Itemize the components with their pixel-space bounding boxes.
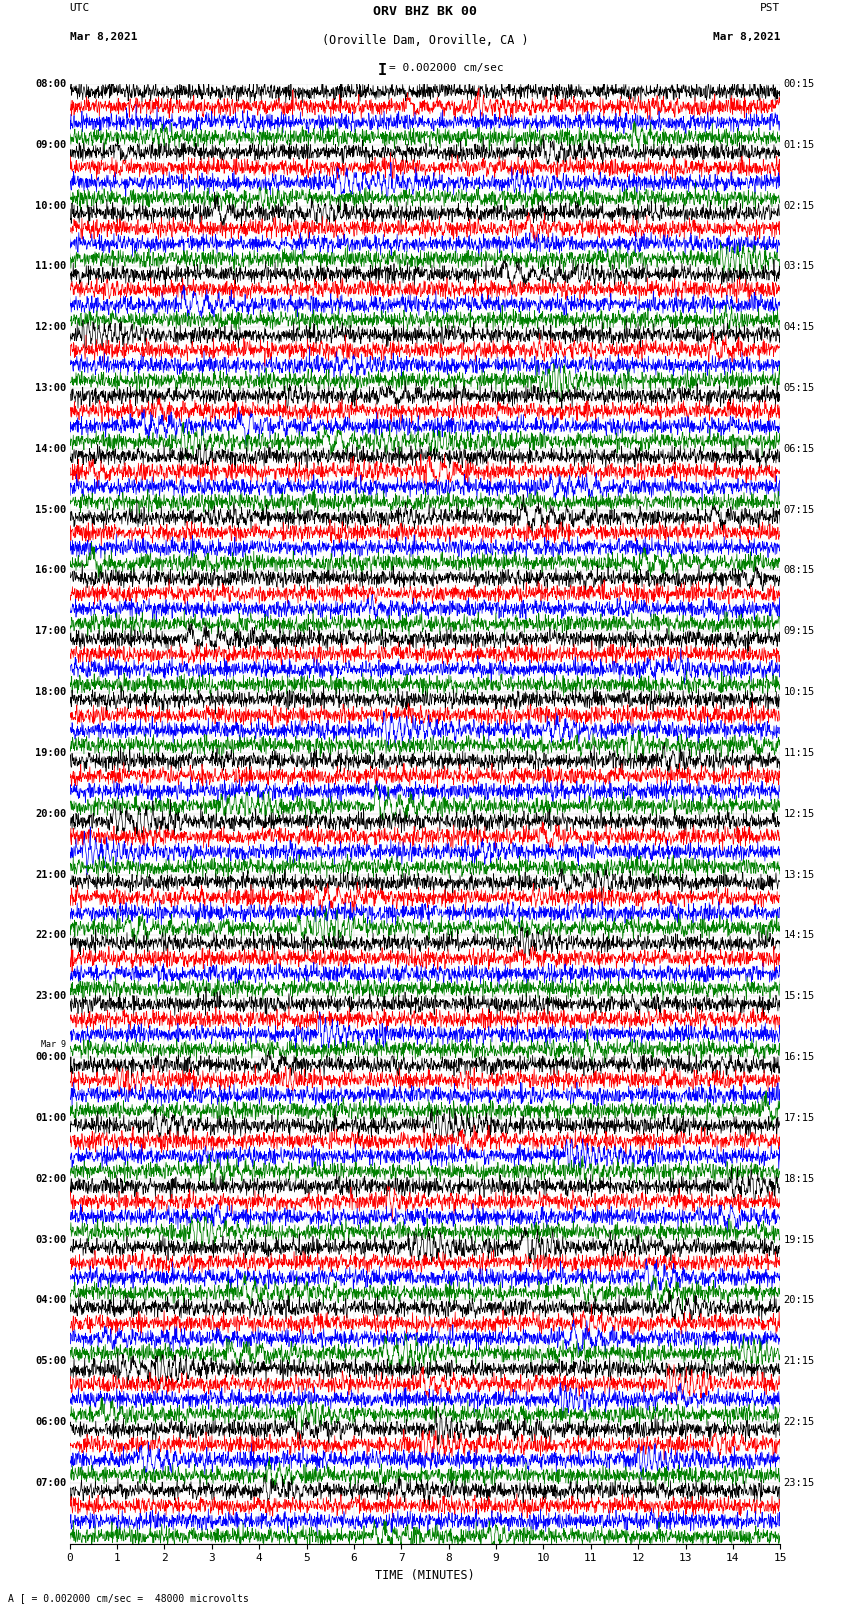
Text: 02:15: 02:15 (784, 200, 815, 211)
Text: 23:00: 23:00 (35, 992, 66, 1002)
Text: 19:00: 19:00 (35, 748, 66, 758)
Text: 09:00: 09:00 (35, 140, 66, 150)
Text: (Oroville Dam, Oroville, CA ): (Oroville Dam, Oroville, CA ) (321, 34, 529, 47)
Text: 00:15: 00:15 (784, 79, 815, 89)
Text: 03:00: 03:00 (35, 1234, 66, 1245)
Text: 05:00: 05:00 (35, 1357, 66, 1366)
Text: PST: PST (760, 3, 780, 13)
Text: 08:00: 08:00 (35, 79, 66, 89)
Text: 21:15: 21:15 (784, 1357, 815, 1366)
Text: 00:00: 00:00 (35, 1052, 66, 1061)
Text: 17:15: 17:15 (784, 1113, 815, 1123)
Text: 04:00: 04:00 (35, 1295, 66, 1305)
Text: 11:00: 11:00 (35, 261, 66, 271)
Text: ORV BHZ BK 00: ORV BHZ BK 00 (373, 5, 477, 18)
Text: 01:15: 01:15 (784, 140, 815, 150)
X-axis label: TIME (MINUTES): TIME (MINUTES) (375, 1569, 475, 1582)
Text: 12:00: 12:00 (35, 323, 66, 332)
Text: 20:00: 20:00 (35, 808, 66, 819)
Text: 04:15: 04:15 (784, 323, 815, 332)
Text: 16:15: 16:15 (784, 1052, 815, 1061)
Text: Mar 8,2021: Mar 8,2021 (713, 32, 780, 42)
Text: 10:15: 10:15 (784, 687, 815, 697)
Text: 06:15: 06:15 (784, 444, 815, 453)
Text: 20:15: 20:15 (784, 1295, 815, 1305)
Text: 23:15: 23:15 (784, 1478, 815, 1487)
Text: 19:15: 19:15 (784, 1234, 815, 1245)
Text: Mar 8,2021: Mar 8,2021 (70, 32, 137, 42)
Text: 09:15: 09:15 (784, 626, 815, 636)
Text: 14:00: 14:00 (35, 444, 66, 453)
Text: = 0.002000 cm/sec: = 0.002000 cm/sec (389, 63, 504, 73)
Text: UTC: UTC (70, 3, 90, 13)
Text: 12:15: 12:15 (784, 808, 815, 819)
Text: 15:15: 15:15 (784, 992, 815, 1002)
Text: I: I (377, 63, 387, 77)
Text: 10:00: 10:00 (35, 200, 66, 211)
Text: 05:15: 05:15 (784, 382, 815, 394)
Text: 22:00: 22:00 (35, 931, 66, 940)
Text: 06:00: 06:00 (35, 1416, 66, 1428)
Text: Mar 9: Mar 9 (42, 1040, 66, 1048)
Text: 11:15: 11:15 (784, 748, 815, 758)
Text: 01:00: 01:00 (35, 1113, 66, 1123)
Text: 14:15: 14:15 (784, 931, 815, 940)
Text: 18:15: 18:15 (784, 1174, 815, 1184)
Text: 02:00: 02:00 (35, 1174, 66, 1184)
Text: 21:00: 21:00 (35, 869, 66, 879)
Text: 13:00: 13:00 (35, 382, 66, 394)
Text: 17:00: 17:00 (35, 626, 66, 636)
Text: 22:15: 22:15 (784, 1416, 815, 1428)
Text: 16:00: 16:00 (35, 566, 66, 576)
Text: 03:15: 03:15 (784, 261, 815, 271)
Text: 13:15: 13:15 (784, 869, 815, 879)
Text: 08:15: 08:15 (784, 566, 815, 576)
Text: A [ = 0.002000 cm/sec =  48000 microvolts: A [ = 0.002000 cm/sec = 48000 microvolts (8, 1594, 249, 1603)
Text: 15:00: 15:00 (35, 505, 66, 515)
Text: 07:15: 07:15 (784, 505, 815, 515)
Text: 18:00: 18:00 (35, 687, 66, 697)
Text: 07:00: 07:00 (35, 1478, 66, 1487)
